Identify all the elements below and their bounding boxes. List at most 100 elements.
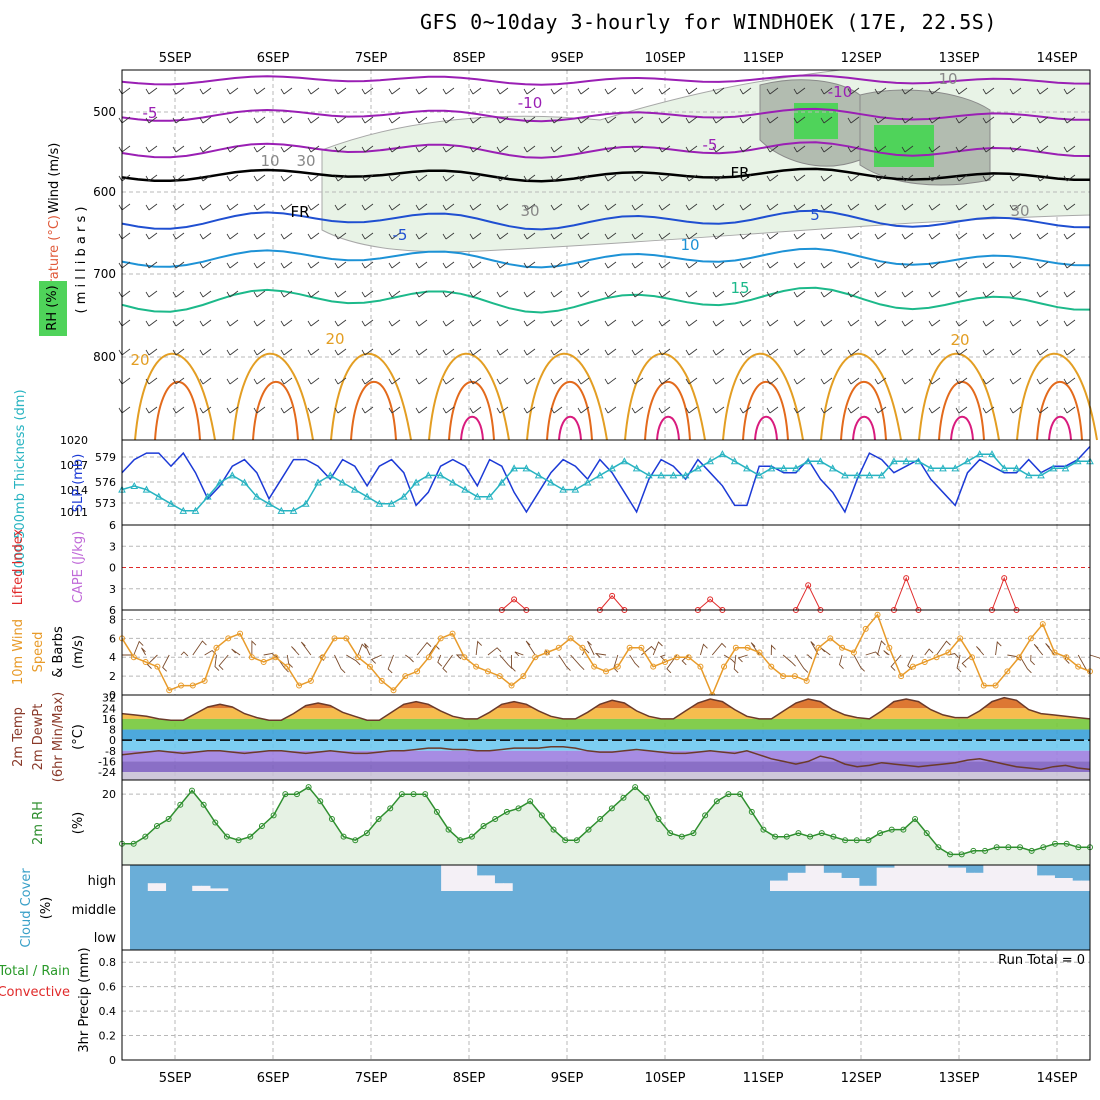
wind-barb [712, 261, 725, 269]
wind-speed-line-point [1039, 621, 1046, 628]
wind-barb [766, 319, 779, 327]
wind-barb [604, 87, 617, 95]
wind-barb [253, 87, 266, 95]
thickness-line-point [228, 471, 237, 479]
freezing-level-contour [121, 167, 1091, 183]
wind-barb [631, 174, 644, 182]
wind-barb [469, 232, 482, 240]
cloud-high-bar [1072, 880, 1082, 891]
wind-speed-line-point [272, 654, 279, 661]
wind-barb [361, 261, 374, 269]
wind-speed-line-point [591, 663, 598, 670]
wind-barb [847, 377, 860, 385]
pressure-tick: 800 [93, 350, 116, 364]
wind-barb [577, 406, 590, 414]
wind-barb [1036, 232, 1049, 240]
wind-barb-10m [442, 654, 453, 673]
rh-line-point [468, 833, 475, 840]
wind-speed-line-point [130, 654, 137, 661]
wind-barb [145, 290, 158, 298]
wind-speed-line-point [142, 658, 149, 665]
rh-line-point [538, 812, 545, 819]
wind-barb [982, 377, 995, 385]
wind-barb [820, 174, 833, 182]
wind-barb [226, 319, 239, 327]
cloud-high-bar [832, 872, 842, 891]
wind-barb [793, 145, 806, 153]
wind-barb [226, 348, 239, 356]
wind-barb [496, 319, 509, 327]
wind-barb [388, 174, 401, 182]
wind-barb [847, 145, 860, 153]
wind10m-unit-label: (m/s) [71, 635, 86, 669]
wind-barb [253, 348, 266, 356]
wind-barb [793, 319, 806, 327]
wind-speed-line-point [957, 635, 964, 642]
temp-contour-25 [154, 380, 201, 441]
wind-speed-line [121, 613, 1091, 697]
temp-contour-25 [840, 380, 887, 441]
wind-barb-10m [251, 640, 257, 656]
wind-barb [604, 232, 617, 240]
wind-barb [496, 261, 509, 269]
wind-barb [442, 203, 455, 211]
wind-barb [172, 145, 185, 153]
cloud-high-bar [1036, 875, 1047, 891]
wind-barb [1036, 116, 1049, 124]
wind-barb [901, 145, 914, 153]
wind-barb [820, 377, 833, 385]
wind-barb [523, 145, 536, 153]
wind-speed-line-point [756, 649, 763, 656]
wind-barb [523, 290, 536, 298]
wind-barb [334, 348, 347, 356]
wind-barb [1036, 145, 1049, 153]
wind-barb [901, 290, 914, 298]
wind-barb [577, 87, 590, 95]
wind-barb [469, 319, 482, 327]
temp2m-label: 2m Temp [11, 707, 26, 767]
wind-barb [226, 232, 239, 240]
wind-barb [118, 406, 131, 414]
wind-barb [631, 203, 644, 211]
wind-barb [928, 116, 941, 124]
wind-barb [739, 87, 752, 95]
wind-barb [955, 174, 968, 182]
wind-speed-line-point [543, 649, 550, 656]
wind-barb [1009, 261, 1022, 269]
wind-barb [118, 290, 131, 298]
wind-barb-10m [475, 640, 483, 656]
wind-barb-10m [133, 640, 144, 656]
wind-barb [199, 319, 212, 327]
wind-barb [901, 261, 914, 269]
wind-barb-10m [995, 641, 1002, 656]
wind-barb [955, 348, 968, 356]
wind-barb-10m [936, 640, 951, 656]
rh-line-point [305, 784, 312, 791]
cloud-high-bar [1054, 878, 1064, 891]
cloud-high-bar [858, 885, 869, 891]
cloud-high-bar [805, 865, 815, 891]
day-label-top: 7SEP [355, 51, 388, 66]
cloud-high-bar [450, 865, 460, 891]
wind-barb-10m [594, 652, 607, 658]
wind-barb [631, 145, 644, 153]
wind-speed-line-point [1016, 654, 1023, 661]
wind-speed-line-point [862, 625, 869, 632]
wind-barb [928, 348, 941, 356]
wind-barb [523, 232, 536, 240]
cloud-high-bar [930, 865, 940, 891]
wind-barb-10m [711, 642, 727, 656]
wind-barb [523, 406, 536, 414]
wind-barb-10m [514, 651, 524, 657]
wind-speed-line-point [662, 658, 669, 665]
wind-barb-10m [839, 654, 844, 669]
rh-line-point [748, 808, 755, 815]
wind-panel-frame [121, 609, 1091, 696]
cloud-high-bar [458, 865, 469, 891]
lifted-index-line [697, 598, 723, 611]
contour-label: 30 [296, 152, 315, 170]
day-label-bottom: 10SEP [645, 1071, 686, 1086]
wind-barb [442, 174, 455, 182]
wind-barb [955, 145, 968, 153]
